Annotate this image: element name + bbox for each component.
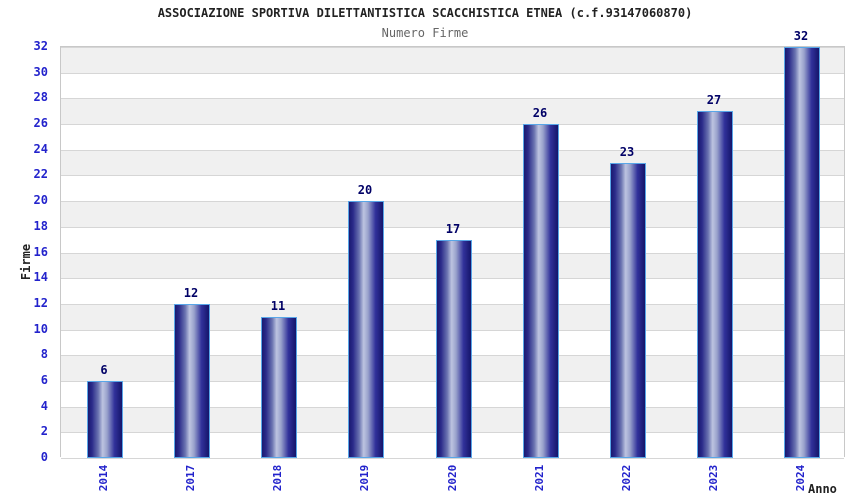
x-tick-label: 2022 [620, 464, 633, 492]
bar-2018 [261, 317, 297, 458]
x-tick-label: 2024 [794, 464, 807, 492]
bar-value-label: 23 [619, 145, 635, 159]
y-tick-label: 26 [33, 116, 48, 130]
bar-value-label: 32 [793, 29, 809, 43]
bar-value-label: 27 [706, 93, 722, 107]
bar-value-label: 11 [270, 299, 286, 313]
x-tick-label: 2017 [184, 464, 197, 492]
bar-2022 [610, 163, 646, 458]
gridline [61, 124, 844, 125]
chart-title: ASSOCIAZIONE SPORTIVA DILETTANTISTICA SC… [157, 6, 693, 20]
x-tick-label: 2021 [533, 464, 546, 492]
x-tick-label: 2019 [358, 464, 371, 492]
x-axis-label: Anno [808, 482, 837, 496]
y-tick-label: 14 [33, 270, 48, 284]
y-tick-label: 32 [33, 39, 48, 53]
gridline [61, 175, 844, 176]
y-tick-label: 6 [40, 373, 48, 387]
y-tick-label: 12 [33, 296, 48, 310]
x-tick-label: 2014 [97, 464, 110, 492]
chart-subtitle: Numero Firme [381, 26, 469, 40]
bar-value-label: 6 [100, 363, 108, 377]
y-tick-label: 20 [33, 193, 48, 207]
bar-value-label: 20 [357, 183, 373, 197]
background-band [61, 47, 844, 73]
gridline [61, 227, 844, 228]
bar-value-label: 26 [532, 106, 548, 120]
plot-area [60, 46, 845, 459]
y-tick-label: 24 [33, 142, 48, 156]
gridline [61, 98, 844, 99]
y-tick-label: 28 [33, 90, 48, 104]
y-tick-label: 8 [40, 347, 48, 361]
x-tick-label: 2018 [271, 464, 284, 492]
y-tick-label: 0 [40, 450, 48, 464]
x-tick-label: 2023 [707, 464, 720, 492]
bar-2023 [697, 111, 733, 458]
y-tick-label: 22 [33, 167, 48, 181]
gridline [61, 458, 844, 459]
bar-2020 [436, 240, 472, 458]
bar-2017 [174, 304, 210, 458]
bar-2019 [348, 201, 384, 458]
background-band [61, 72, 844, 99]
x-tick-label: 2020 [446, 464, 459, 492]
y-tick-label: 16 [33, 245, 48, 259]
y-tick-label: 2 [40, 424, 48, 438]
gridline [61, 150, 844, 151]
gridline [61, 47, 844, 48]
bar-value-label: 12 [183, 286, 199, 300]
gridline [61, 201, 844, 202]
gridline [61, 73, 844, 74]
y-tick-label: 30 [33, 65, 48, 79]
bar-2014 [87, 381, 123, 458]
y-tick-label: 4 [40, 399, 48, 413]
bar-2021 [523, 124, 559, 458]
y-tick-label: 18 [33, 219, 48, 233]
bar-2024 [784, 47, 820, 458]
y-tick-label: 10 [33, 322, 48, 336]
bar-value-label: 17 [445, 222, 461, 236]
